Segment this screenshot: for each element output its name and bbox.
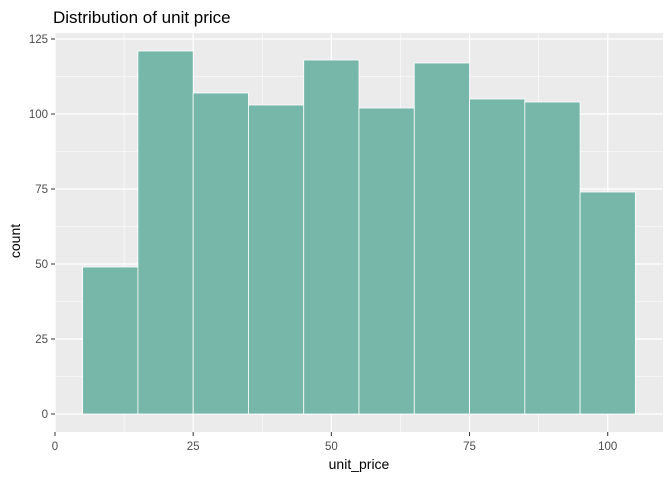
y-axis-title: count	[7, 224, 23, 258]
x-tick-label: 25	[187, 441, 200, 453]
histogram-bar-7	[413, 62, 470, 415]
histogram-bar-10	[579, 191, 636, 415]
y-tick-label: 75	[35, 184, 48, 196]
histogram-bar-9	[524, 101, 581, 415]
x-tick-label: 0	[52, 441, 58, 453]
histogram-bar-6	[358, 107, 415, 415]
histogram-bar-3	[192, 92, 249, 415]
histogram-bar-5	[303, 59, 360, 415]
histogram-bar-8	[469, 98, 526, 415]
y-tick-label: 100	[29, 109, 48, 121]
histogram-bar-1	[82, 266, 139, 415]
x-axis: 0 25 50 75 100	[52, 432, 617, 453]
histogram-bar-2	[137, 50, 194, 415]
x-tick-label: 50	[325, 441, 338, 453]
y-axis: 0 25 50 75 100 125	[29, 34, 55, 421]
y-tick-label: 50	[35, 259, 48, 271]
histogram-bars	[82, 50, 636, 415]
x-tick-label: 100	[598, 441, 617, 453]
y-tick-label: 25	[35, 334, 48, 346]
x-tick-label: 75	[463, 441, 476, 453]
y-tick-label: 125	[29, 34, 48, 46]
x-axis-title: unit_price	[329, 456, 390, 472]
chart-title: Distribution of unit price	[53, 8, 231, 27]
histogram-bar-4	[248, 104, 305, 415]
y-tick-label: 0	[42, 409, 48, 421]
